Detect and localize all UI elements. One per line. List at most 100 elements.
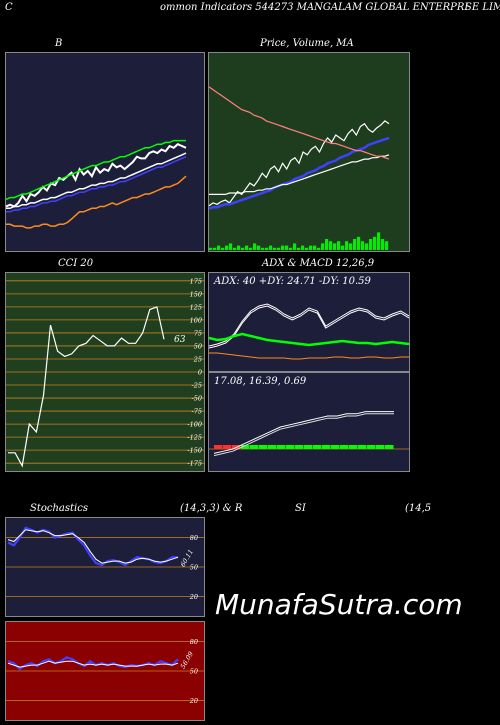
volume-bar bbox=[289, 247, 293, 250]
cci-tick-label: -125 bbox=[187, 434, 202, 442]
cci-tick-label: 75 bbox=[194, 329, 202, 337]
macd-readout: 17.08, 16.39, 0.69 bbox=[214, 376, 307, 387]
macd-hist-bar bbox=[241, 445, 250, 449]
price-series-ma_slow_white bbox=[209, 154, 390, 195]
volume-bar bbox=[377, 232, 381, 250]
rsi-tick-label: 20 bbox=[189, 697, 198, 705]
volume-bar bbox=[253, 243, 257, 250]
macd-hist-bar bbox=[376, 445, 385, 449]
volume-bar bbox=[337, 241, 341, 250]
volume-bar bbox=[237, 245, 241, 250]
volume-bar bbox=[229, 243, 233, 250]
volume-bar bbox=[345, 241, 349, 250]
stoch-tick-label: 50 bbox=[190, 564, 198, 572]
volume-bar bbox=[249, 247, 253, 250]
volume-bar bbox=[281, 245, 285, 250]
cci-tick-label: -25 bbox=[192, 382, 202, 390]
volume-bar bbox=[261, 247, 265, 250]
price-ma-chart bbox=[209, 86, 390, 250]
cci-tick-label: 125 bbox=[190, 303, 202, 311]
stoch-tick-label: 80 bbox=[190, 534, 198, 542]
volume-bar bbox=[365, 243, 369, 250]
cci-title: CCI 20 bbox=[58, 258, 94, 269]
volume-bar bbox=[269, 245, 273, 250]
volume-bar bbox=[341, 245, 345, 250]
cci-tick-label: -50 bbox=[192, 395, 202, 403]
volume-bar bbox=[233, 247, 237, 250]
adx-series-adx_white_b bbox=[209, 303, 409, 347]
cci-tick-label: 100 bbox=[190, 316, 202, 324]
macd-hist-bar bbox=[367, 445, 376, 449]
bollinger-chart bbox=[6, 139, 187, 229]
header-right-text: SE LIM bbox=[465, 2, 500, 13]
stoch-params: (14,3,3) & R bbox=[180, 503, 243, 514]
cci-tick-label: -150 bbox=[187, 447, 202, 455]
rsi-title: SI bbox=[295, 503, 306, 514]
rsi-tick-label: 80 bbox=[190, 638, 198, 646]
bollinger-series-upper bbox=[6, 139, 186, 201]
cci-tick-label: -75 bbox=[192, 408, 202, 416]
macd-hist-bar bbox=[259, 445, 268, 449]
bollinger-title: B bbox=[55, 38, 63, 49]
price-ma-panel bbox=[208, 52, 410, 252]
price-ma-title: Price, Volume, MA bbox=[260, 38, 354, 49]
adx-series-adx_white_a bbox=[209, 305, 409, 349]
macd-hist-bar bbox=[223, 445, 232, 449]
macd-hist-bar bbox=[349, 445, 358, 449]
rsi-series-d bbox=[7, 660, 179, 668]
macd-hist-bar bbox=[385, 445, 394, 449]
volume-bar bbox=[225, 245, 229, 250]
volume-bar bbox=[301, 245, 305, 250]
cci-tick-label: 175 bbox=[190, 277, 202, 285]
volume-bar bbox=[293, 243, 297, 250]
volume-bar bbox=[353, 239, 357, 250]
volume-bar bbox=[317, 247, 321, 250]
cci-series bbox=[8, 306, 165, 468]
volume-bar bbox=[309, 245, 313, 250]
macd-series-macd bbox=[213, 411, 394, 454]
macd-hist-bar bbox=[286, 445, 295, 449]
volume-bar bbox=[297, 247, 301, 250]
rsi-params: (14,5 bbox=[405, 503, 432, 514]
rsi-panel: 80 50 20 56.09 bbox=[5, 621, 205, 721]
adx-title: ADX & MACD 12,26,9 bbox=[262, 258, 375, 269]
volume-bar bbox=[369, 239, 373, 250]
stoch-title: Stochastics bbox=[30, 503, 88, 514]
stoch-tick-label: 20 bbox=[189, 593, 198, 601]
bollinger-panel bbox=[5, 52, 205, 252]
volume-bar bbox=[241, 247, 245, 250]
cci-tick-label: 150 bbox=[190, 290, 202, 298]
price-series-ma_long_pink bbox=[209, 86, 390, 160]
volume-bar bbox=[349, 243, 353, 250]
adx-series-minus_di bbox=[209, 352, 409, 360]
volume-bar bbox=[321, 243, 325, 250]
macd-hist-bar bbox=[268, 445, 277, 449]
macd-hist-bar bbox=[331, 445, 340, 449]
macd-hist-bar bbox=[322, 445, 331, 449]
cci-tick-label: 0 bbox=[198, 369, 202, 377]
macd-hist-bar bbox=[304, 445, 313, 449]
macd-hist-bar bbox=[358, 445, 367, 449]
volume-bar bbox=[273, 247, 277, 250]
macd-hist-bar bbox=[277, 445, 286, 449]
volume-bar bbox=[277, 247, 281, 250]
header-left-letter: C bbox=[5, 2, 13, 13]
macd-series-signal bbox=[213, 413, 394, 457]
volume-bar bbox=[305, 247, 309, 250]
bollinger-series-mid bbox=[6, 156, 187, 213]
macd-hist-bar bbox=[340, 445, 349, 449]
volume-bar bbox=[381, 239, 385, 250]
cci-tick-label: -100 bbox=[187, 421, 202, 429]
volume-bar bbox=[373, 236, 377, 250]
volume-bar bbox=[245, 245, 249, 250]
stoch-series-d bbox=[7, 529, 179, 564]
cci-tick-label: 50 bbox=[194, 342, 202, 350]
rsi-series-k bbox=[7, 656, 179, 671]
volume-bar bbox=[213, 247, 217, 250]
volume-bar bbox=[313, 245, 317, 250]
macd-hist-bar bbox=[250, 445, 259, 449]
macd-hist-bar bbox=[214, 445, 223, 449]
volume-bar bbox=[361, 241, 365, 250]
